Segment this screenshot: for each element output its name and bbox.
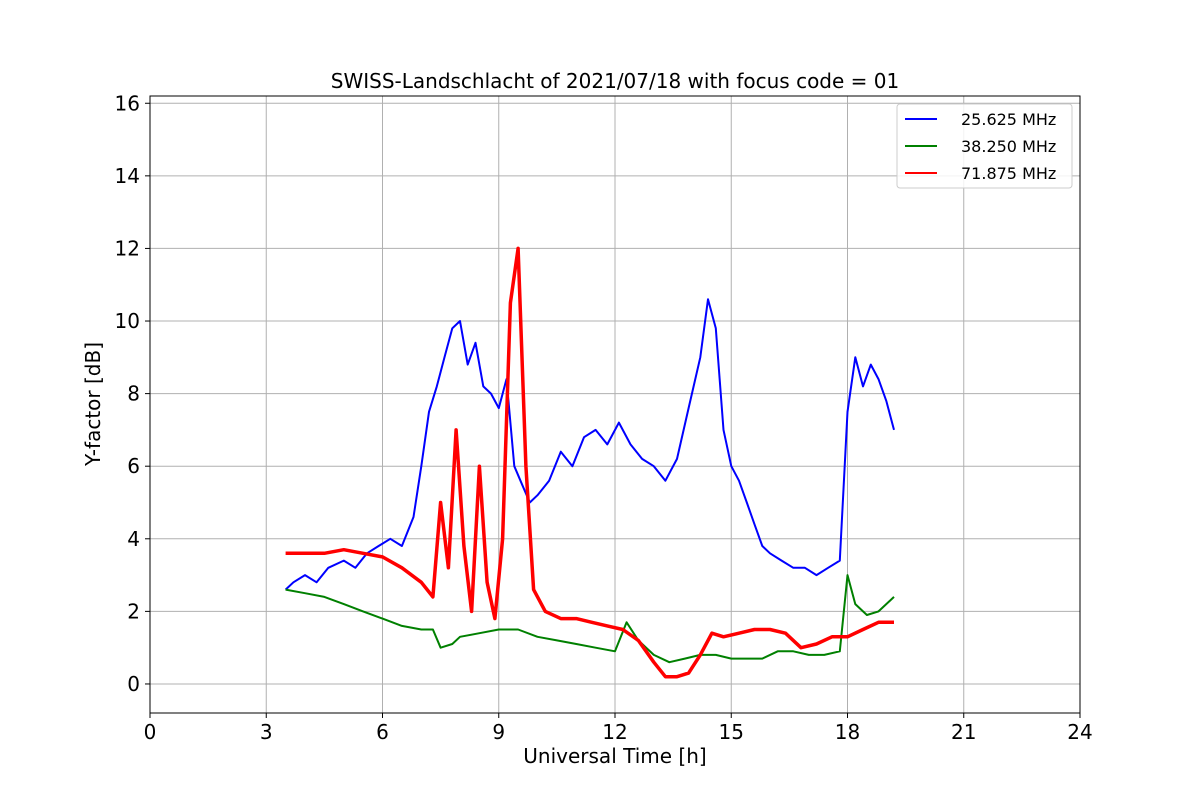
- grid: [149, 96, 1081, 713]
- legend-label: 25.625 MHz: [961, 110, 1056, 129]
- x-axis-label: Universal Time [h]: [523, 744, 706, 768]
- y-tick-label: 4: [127, 527, 140, 551]
- plot-area: [284, 246, 895, 679]
- legend-box: [896, 103, 1073, 189]
- legend: 25.625 MHz 38.250 MHz 71.875 MHz: [896, 103, 1073, 189]
- chart-title: SWISS-Landschlacht of 2021/07/18 with fo…: [331, 69, 899, 93]
- y-tick-label: 6: [127, 454, 140, 478]
- x-tick-label: 9: [492, 720, 505, 744]
- legend-label: 38.250 MHz: [961, 137, 1056, 156]
- y-tick-label: 2: [127, 599, 140, 623]
- y-tick-label: 0: [127, 672, 140, 696]
- x-tick-label: 3: [260, 720, 273, 744]
- y-axis-label: Y-factor [dB]: [81, 342, 105, 467]
- series-line-2: [285, 574, 895, 664]
- legend-label: 71.875 MHz: [961, 164, 1056, 183]
- y-tick-label: 8: [127, 382, 140, 406]
- x-tick-label: 6: [376, 720, 389, 744]
- x-tick-label: 18: [835, 720, 860, 744]
- x-tick-label: 15: [719, 720, 744, 744]
- y-tick-label: 10: [115, 309, 140, 333]
- x-tick-label: 24: [1067, 720, 1092, 744]
- y-tick-label: 14: [115, 164, 140, 188]
- y-tick-label: 12: [115, 236, 140, 260]
- series-line-1: [284, 298, 895, 591]
- y-axis: 0 2 4 6 8 10 12 14 16: [115, 91, 150, 696]
- x-axis: 0 3 6 9 12 15 18 21 24: [144, 713, 1093, 744]
- y-tick-label: 16: [115, 91, 140, 115]
- x-tick-label: 12: [602, 720, 627, 744]
- series-line-3: [285, 246, 894, 679]
- x-tick-label: 21: [951, 720, 976, 744]
- x-tick-label: 0: [144, 720, 157, 744]
